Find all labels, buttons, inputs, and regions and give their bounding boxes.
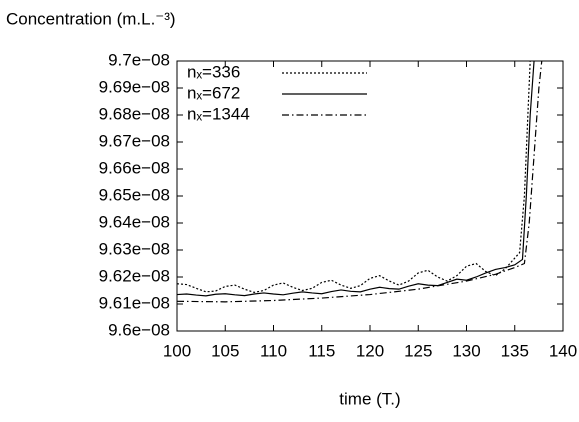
plot-area — [177, 61, 543, 303]
x-tick-label: 105 — [211, 341, 239, 360]
y-tick-label: 9.67e−08 — [99, 131, 170, 150]
y-tick-label: 9.69e−08 — [99, 77, 170, 96]
y-tick-label: 9.65e−08 — [99, 185, 170, 204]
y-axis-label: Concentration (m.L.⁻³) — [6, 9, 176, 28]
legend-label: nₓ=1344 — [187, 104, 250, 123]
x-tick-label: 110 — [260, 341, 287, 360]
y-tick-label: 9.6e−08 — [108, 320, 170, 339]
x-axis-label: time (T.) — [339, 389, 400, 408]
x-tick-label: 125 — [404, 341, 432, 360]
y-tick-label: 9.64e−08 — [99, 212, 170, 231]
x-tick-label: 130 — [452, 341, 480, 360]
y-tick-label: 9.68e−08 — [99, 104, 170, 123]
series-line — [177, 61, 535, 297]
x-tick-label: 115 — [308, 341, 335, 360]
y-tick-label: 9.63e−08 — [99, 239, 170, 258]
legend-label: nₓ=672 — [187, 83, 240, 102]
x-tick-label: 135 — [501, 341, 529, 360]
y-tick-label: 9.7e−08 — [108, 50, 170, 69]
x-tick-label: 120 — [356, 341, 384, 360]
legend-label: nₓ=336 — [187, 62, 240, 81]
x-tick-label: 140 — [549, 341, 577, 360]
y-tick-label: 9.62e−08 — [99, 266, 170, 285]
series-line — [177, 61, 543, 303]
y-tick-label: 9.66e−08 — [99, 158, 170, 177]
y-tick-label: 9.61e−08 — [99, 293, 170, 312]
x-tick-label: 100 — [163, 341, 191, 360]
series-line — [177, 61, 531, 294]
